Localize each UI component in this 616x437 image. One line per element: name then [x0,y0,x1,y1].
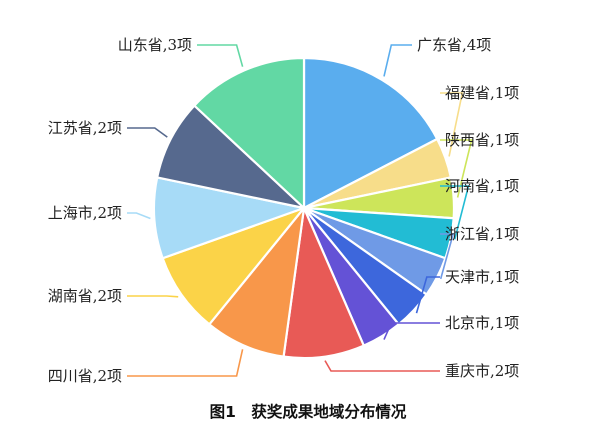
slice-label: 上海市,2项 [48,204,122,222]
pie-slice [156,104,306,210]
slice-label: 北京市,1项 [445,314,519,332]
slice-label: 福建省,1项 [445,84,519,102]
leader-line [127,212,151,220]
pie-slice [208,206,306,358]
labels-layer: 广东省,4项福建省,1项陕西省,1项河南省,1项浙江省,1项天津市,1项北京市,… [48,36,520,385]
chart-caption: 图1 获奖成果地域分布情况 [210,402,407,421]
pie-slice [302,56,439,210]
leader-line [415,276,440,314]
leader-line [127,349,244,377]
leader-line [324,360,440,372]
leader-line [383,322,440,340]
leader-line [440,92,464,157]
pie-slice [152,176,306,260]
leader-line [440,139,473,198]
leader-line [383,44,412,77]
leader-line [127,127,168,138]
pie-slice [161,206,306,326]
leader-line [439,233,455,280]
leader-line [197,44,244,67]
slice-label: 广东省,4项 [417,36,491,54]
pie-slice [193,56,306,210]
slice-label: 重庆市,2项 [445,362,519,380]
pie-slice [282,206,365,360]
slice-label: 四川省,2项 [48,367,122,385]
slice-label: 天津市,1项 [445,268,519,286]
slice-label: 浙江省,1项 [445,225,519,243]
leader-line [127,295,179,298]
leader-lines-layer [127,44,473,377]
slice-label: 河南省,1项 [445,177,519,195]
leader-line [440,185,470,240]
slice-label: 陕西省,1项 [445,131,519,149]
slice-label: 江苏省,2项 [48,119,122,137]
slice-label: 湖南省,2项 [48,287,122,305]
slices-layer [152,56,456,360]
slice-label: 山东省,3项 [118,36,192,54]
